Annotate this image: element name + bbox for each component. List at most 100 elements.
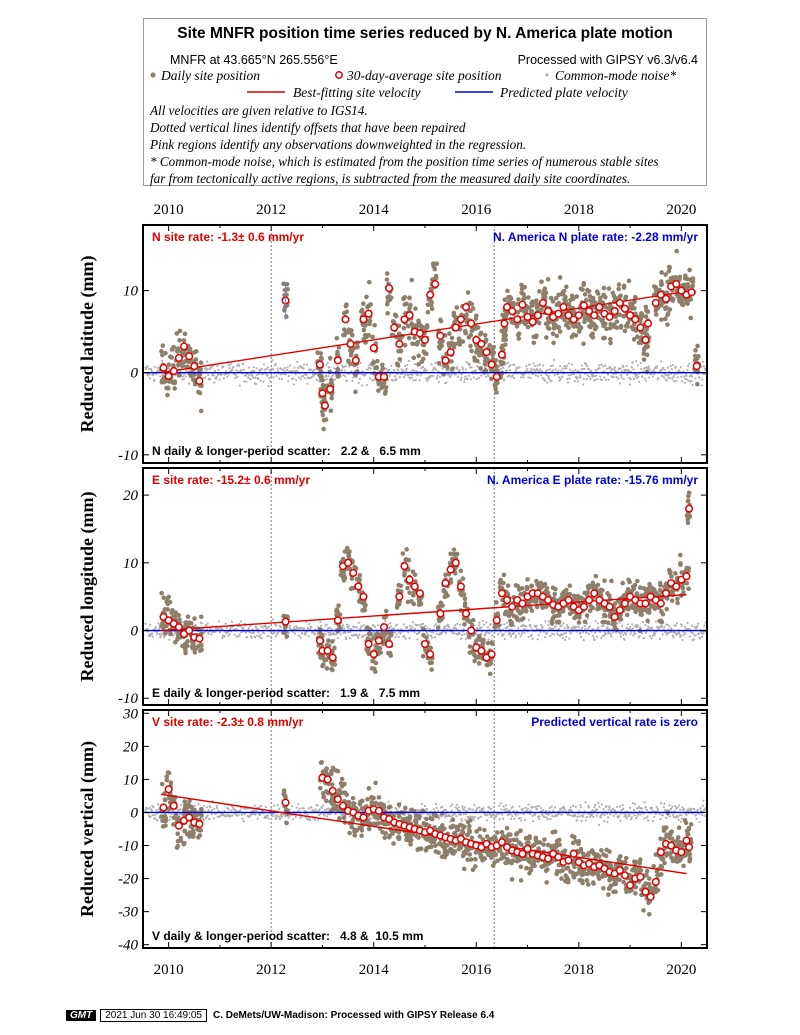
cm-point xyxy=(459,378,462,382)
cm-point xyxy=(296,360,299,363)
daily-point xyxy=(529,583,534,589)
daily-point xyxy=(516,336,522,341)
cm-point xyxy=(481,619,484,622)
daily-point xyxy=(645,589,651,594)
daily-point xyxy=(503,337,509,342)
cm-point xyxy=(397,635,400,638)
cm-point xyxy=(327,375,330,378)
cm-point xyxy=(265,368,268,371)
avg-point xyxy=(190,362,199,371)
cm-point xyxy=(205,624,208,627)
daily-point xyxy=(604,326,609,332)
daily-point xyxy=(412,572,418,578)
x-tick-label-bottom: 2016 xyxy=(461,962,492,978)
cm-point xyxy=(212,374,215,377)
daily-point xyxy=(635,578,640,584)
daily-point xyxy=(531,340,537,346)
cm-point xyxy=(520,632,523,636)
cm-point xyxy=(312,809,315,812)
daily-point xyxy=(344,302,349,307)
daily-point xyxy=(529,300,534,306)
daily-point xyxy=(659,609,664,614)
avg-point xyxy=(359,592,368,601)
cm-point xyxy=(308,622,311,626)
cm-point xyxy=(579,631,582,635)
cm-point xyxy=(523,631,526,634)
daily-point xyxy=(443,590,449,596)
cm-point xyxy=(282,368,285,371)
cm-point xyxy=(483,634,487,637)
daily-point xyxy=(472,358,478,363)
daily-point xyxy=(612,601,618,606)
cm-point xyxy=(674,631,677,634)
cm-point xyxy=(332,633,336,636)
cm-point xyxy=(680,634,683,637)
cm-point xyxy=(393,627,396,630)
cm-point xyxy=(158,633,161,636)
cm-point xyxy=(678,631,681,634)
daily-point xyxy=(359,307,365,313)
cm-point xyxy=(407,359,411,363)
cm-point xyxy=(669,365,672,368)
daily-point xyxy=(525,586,530,592)
cm-point xyxy=(419,374,422,377)
daily-point xyxy=(468,343,473,349)
daily-point xyxy=(330,639,335,644)
avg-point xyxy=(500,319,509,328)
cm-point xyxy=(287,816,290,819)
cm-point xyxy=(643,367,646,370)
cm-point xyxy=(345,638,348,641)
cm-point xyxy=(302,806,305,810)
cm-point xyxy=(454,624,457,627)
cm-point xyxy=(262,632,266,635)
avg-point xyxy=(610,612,619,622)
daily-point xyxy=(364,294,369,300)
legend-cm-marker xyxy=(545,73,549,77)
daily-point xyxy=(159,378,165,383)
avg-point xyxy=(564,595,573,605)
daily-point xyxy=(631,337,637,342)
daily-point xyxy=(379,362,385,368)
cm-point xyxy=(464,638,468,641)
daily-point xyxy=(502,611,508,617)
daily-point xyxy=(553,295,559,301)
cm-point xyxy=(636,364,640,367)
daily-point xyxy=(567,591,573,597)
cm-point xyxy=(573,380,576,383)
daily-point xyxy=(607,325,613,331)
cm-point xyxy=(653,373,656,376)
avg-point xyxy=(554,309,563,318)
daily-point xyxy=(569,334,575,340)
cm-point xyxy=(292,818,295,821)
avg-point xyxy=(364,640,373,649)
daily-point xyxy=(487,343,492,348)
daily-point xyxy=(657,580,663,586)
cm-point xyxy=(344,636,347,639)
cm-point xyxy=(283,366,286,370)
cm-point xyxy=(426,379,429,382)
cm-point xyxy=(327,631,330,635)
daily-point xyxy=(406,557,412,563)
daily-point xyxy=(638,311,644,316)
cm-point xyxy=(306,627,310,630)
cm-point xyxy=(272,376,275,379)
cm-point xyxy=(585,631,588,635)
daily-point xyxy=(412,335,417,340)
cm-point xyxy=(302,627,306,630)
daily-point xyxy=(590,605,596,611)
cm-point xyxy=(146,807,149,810)
daily-point xyxy=(386,650,391,656)
daily-point xyxy=(521,296,527,302)
cm-point xyxy=(694,377,697,380)
cm-point xyxy=(260,637,263,640)
cm-point xyxy=(234,627,237,631)
cm-point xyxy=(610,368,614,371)
cm-point xyxy=(544,620,547,623)
cm-point xyxy=(609,369,612,372)
avg-point xyxy=(390,323,399,332)
daily-point xyxy=(614,319,620,324)
cm-point xyxy=(509,635,513,638)
cm-point xyxy=(441,367,444,370)
cm-point xyxy=(325,808,328,811)
daily-point xyxy=(438,600,444,606)
